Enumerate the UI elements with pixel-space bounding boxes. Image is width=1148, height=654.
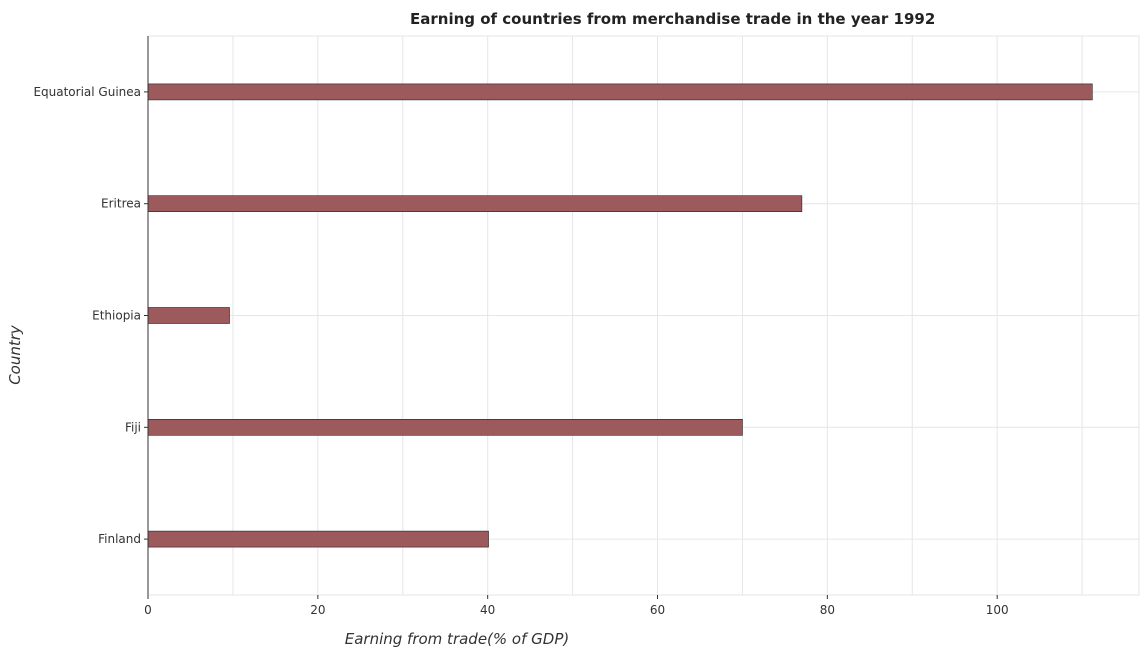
- y-tick-label: Eritrea: [101, 197, 141, 211]
- chart-title: Earning of countries from merchandise tr…: [410, 10, 935, 28]
- grid: [147, 35, 1140, 596]
- y-tick-label: Finland: [98, 532, 141, 546]
- x-tick-label: 20: [310, 603, 325, 617]
- tick-labels: Equatorial Guinea Eritrea Ethiopia Fiji Finl…: [33, 85, 1008, 617]
- y-tick-label: Equatorial Guinea: [33, 85, 141, 99]
- x-tick-label: 100: [986, 603, 1009, 617]
- bar-ethiopia: [147, 307, 230, 324]
- bar-finland: [147, 530, 489, 548]
- y-tick-label: Fiji: [125, 420, 141, 434]
- bar-eritrea: [147, 195, 803, 212]
- x-tick-label: 80: [820, 603, 835, 617]
- x-axis-label: Earning from trade(% of GDP): [345, 630, 569, 648]
- bar-fiji: [147, 418, 743, 436]
- x-tick-label: 60: [650, 603, 665, 617]
- bar-equatorial-guinea: [147, 83, 1093, 101]
- y-tick-label: Ethiopia: [92, 309, 141, 323]
- x-tick-label: 0: [144, 603, 152, 617]
- axes: [144, 36, 998, 599]
- bars: [147, 83, 1093, 548]
- x-tick-label: 40: [480, 603, 495, 617]
- y-axis-label: Country: [6, 324, 24, 385]
